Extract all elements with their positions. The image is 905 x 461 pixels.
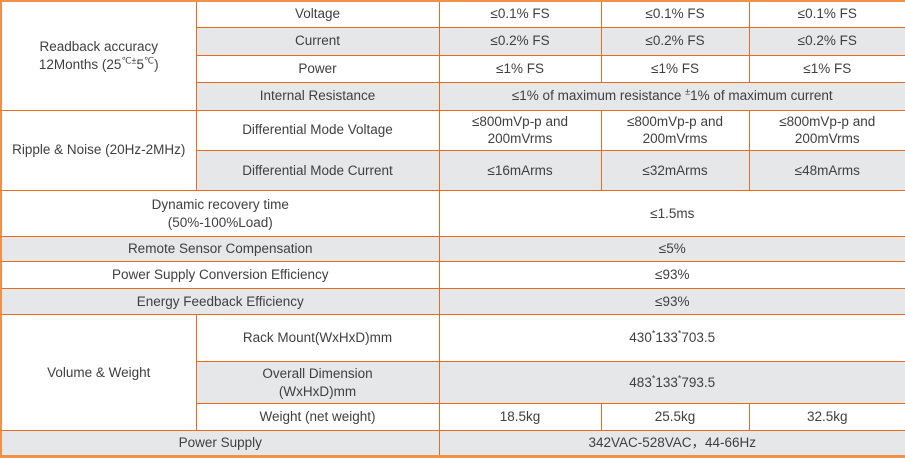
- dynamic-recovery-label: Dynamic recovery time (50%-100%Load): [0, 190, 440, 238]
- param-label-overall-dimension: Overall Dimension (WxHxD)mm: [195, 361, 440, 405]
- readback-accuracy-cell: Readback accuracy 12Months (25℃±5℃): [0, 0, 197, 111]
- overall-dimension-value: 483*133*793.5: [438, 361, 905, 405]
- dm-current-value-1: ≤16mArms: [438, 150, 602, 192]
- param-label-current: Current: [195, 26, 440, 56]
- readback-subtitle-sup: ℃±: [121, 55, 137, 66]
- dm-current-value-2: ≤32mArms: [600, 150, 750, 192]
- row-remote-sensor: Remote Sensor Compensation ≤5%: [0, 236, 905, 263]
- current-value-3: ≤0.2% FS: [748, 26, 905, 56]
- rack-mount-value: 430*133*703.5: [438, 314, 905, 363]
- row-readback-current: Current ≤0.2% FS ≤0.2% FS ≤0.2% FS: [1, 26, 905, 56]
- weight-value-2: 25.5kg: [600, 403, 750, 432]
- row-readback-voltage: Readback accuracy 12Months (25℃±5℃) Volt…: [0, 0, 905, 111]
- rack-mount-sep: *: [677, 328, 682, 339]
- power-value-3: ≤1% FS: [748, 54, 905, 83]
- readback-subtitle-part: ): [154, 56, 159, 72]
- weight-value-3: 32.5kg: [748, 403, 905, 432]
- param-label-internal-resistance: Internal Resistance: [195, 81, 440, 111]
- rack-mount-part: 133: [655, 330, 678, 346]
- param-label-dm-voltage: Differential Mode Voltage: [195, 109, 440, 152]
- conversion-efficiency-value: ≤93%: [438, 261, 905, 290]
- weight-value-1: 18.5kg: [438, 403, 602, 432]
- remote-sensor-label: Remote Sensor Compensation: [0, 236, 440, 263]
- rack-mount-part: 703.5: [681, 330, 716, 346]
- row-readback-power: Power ≤1% FS ≤1% FS ≤1% FS: [1, 54, 905, 83]
- param-label-power: Power: [195, 54, 440, 83]
- readback-subtitle-sup: ℃: [144, 55, 155, 66]
- row-weight: Weight (net weight) 18.5kg 25.5kg 32.5kg: [1, 403, 905, 432]
- dynamic-recovery-value: ≤1.5ms: [438, 190, 905, 238]
- row-feedback-efficiency: Energy Feedback Efficiency ≤93%: [0, 288, 905, 316]
- rack-mount-sep: *: [651, 328, 656, 339]
- current-value-1: ≤0.2% FS: [438, 26, 602, 56]
- dm-voltage-value-3: ≤800mVp-p and 200mVrms: [748, 109, 905, 152]
- dm-voltage-value-2: ≤800mVp-p and 200mVrms: [600, 109, 750, 152]
- power-supply-value: 342VAC-528VAC，44-66Hz: [438, 430, 905, 458]
- feedback-efficiency-value: ≤93%: [438, 288, 905, 316]
- overall-dimension-line2: (WxHxD)mm: [278, 383, 357, 399]
- internal-resistance-value: ≤1% of maximum resistance ±1% of maximum…: [438, 81, 905, 111]
- internal-resistance-part: 1% of maximum current: [690, 88, 833, 104]
- dm-voltage-value-1: ≤800mVp-p and 200mVrms: [438, 109, 602, 152]
- feedback-efficiency-label: Energy Feedback Efficiency: [0, 288, 440, 316]
- row-dm-voltage: Ripple & Noise (20Hz-2MHz) Differential …: [0, 109, 905, 192]
- overall-dimension-sep: *: [677, 373, 682, 384]
- row-internal-resistance: Internal Resistance ≤1% of maximum resis…: [1, 81, 905, 111]
- readback-subtitle-part: 12Months (25: [38, 56, 122, 72]
- row-rack-mount: Volume & Weight Rack Mount(WxHxD)mm 430*…: [0, 314, 905, 432]
- current-value-2: ≤0.2% FS: [600, 26, 750, 56]
- power-value-2: ≤1% FS: [600, 54, 750, 83]
- voltage-value-2: ≤0.1% FS: [600, 0, 750, 28]
- conversion-efficiency-label: Power Supply Conversion Efficiency: [0, 261, 440, 290]
- overall-dimension-part: 483: [629, 374, 652, 390]
- voltage-value-3: ≤0.1% FS: [748, 0, 905, 28]
- row-power-supply: Power Supply 342VAC-528VAC，44-66Hz: [0, 430, 905, 458]
- voltage-value-1: ≤0.1% FS: [438, 0, 602, 28]
- row-dynamic-recovery: Dynamic recovery time (50%-100%Load) ≤1.…: [0, 190, 905, 238]
- overall-dimension-part: 793.5: [681, 374, 716, 390]
- dm-current-value-3: ≤48mArms: [748, 150, 905, 192]
- internal-resistance-part: ≤1% of maximum resistance: [511, 88, 686, 104]
- rack-mount-part: 430: [629, 330, 652, 346]
- readback-subtitle-part: 5: [136, 56, 144, 72]
- ripple-noise-cell: Ripple & Noise (20Hz-2MHz): [0, 109, 197, 192]
- readback-accuracy-subtitle: 12Months (25℃±5℃): [12, 56, 186, 74]
- dynamic-recovery-line2: (50%-100%Load): [167, 214, 273, 230]
- overall-dimension-part: 133: [655, 374, 678, 390]
- param-label-rack-mount: Rack Mount(WxHxD)mm: [195, 314, 440, 363]
- power-value-1: ≤1% FS: [438, 54, 602, 83]
- row-conversion-efficiency: Power Supply Conversion Efficiency ≤93%: [0, 261, 905, 290]
- param-label-dm-current: Differential Mode Current: [195, 150, 440, 192]
- row-overall-dimension: Overall Dimension (WxHxD)mm 483*133*793.…: [1, 361, 905, 405]
- overall-dimension-sep: *: [651, 373, 656, 384]
- overall-dimension-line1: Overall Dimension: [262, 365, 373, 381]
- readback-accuracy-title: Readback accuracy: [39, 38, 159, 54]
- dynamic-recovery-line1: Dynamic recovery time: [151, 196, 289, 212]
- param-label-voltage: Voltage: [195, 0, 440, 28]
- internal-resistance-sup: ±: [685, 86, 691, 97]
- param-label-weight: Weight (net weight): [195, 403, 440, 432]
- power-supply-label: Power Supply: [0, 430, 440, 458]
- volume-weight-cell: Volume & Weight: [0, 314, 197, 432]
- remote-sensor-value: ≤5%: [438, 236, 905, 263]
